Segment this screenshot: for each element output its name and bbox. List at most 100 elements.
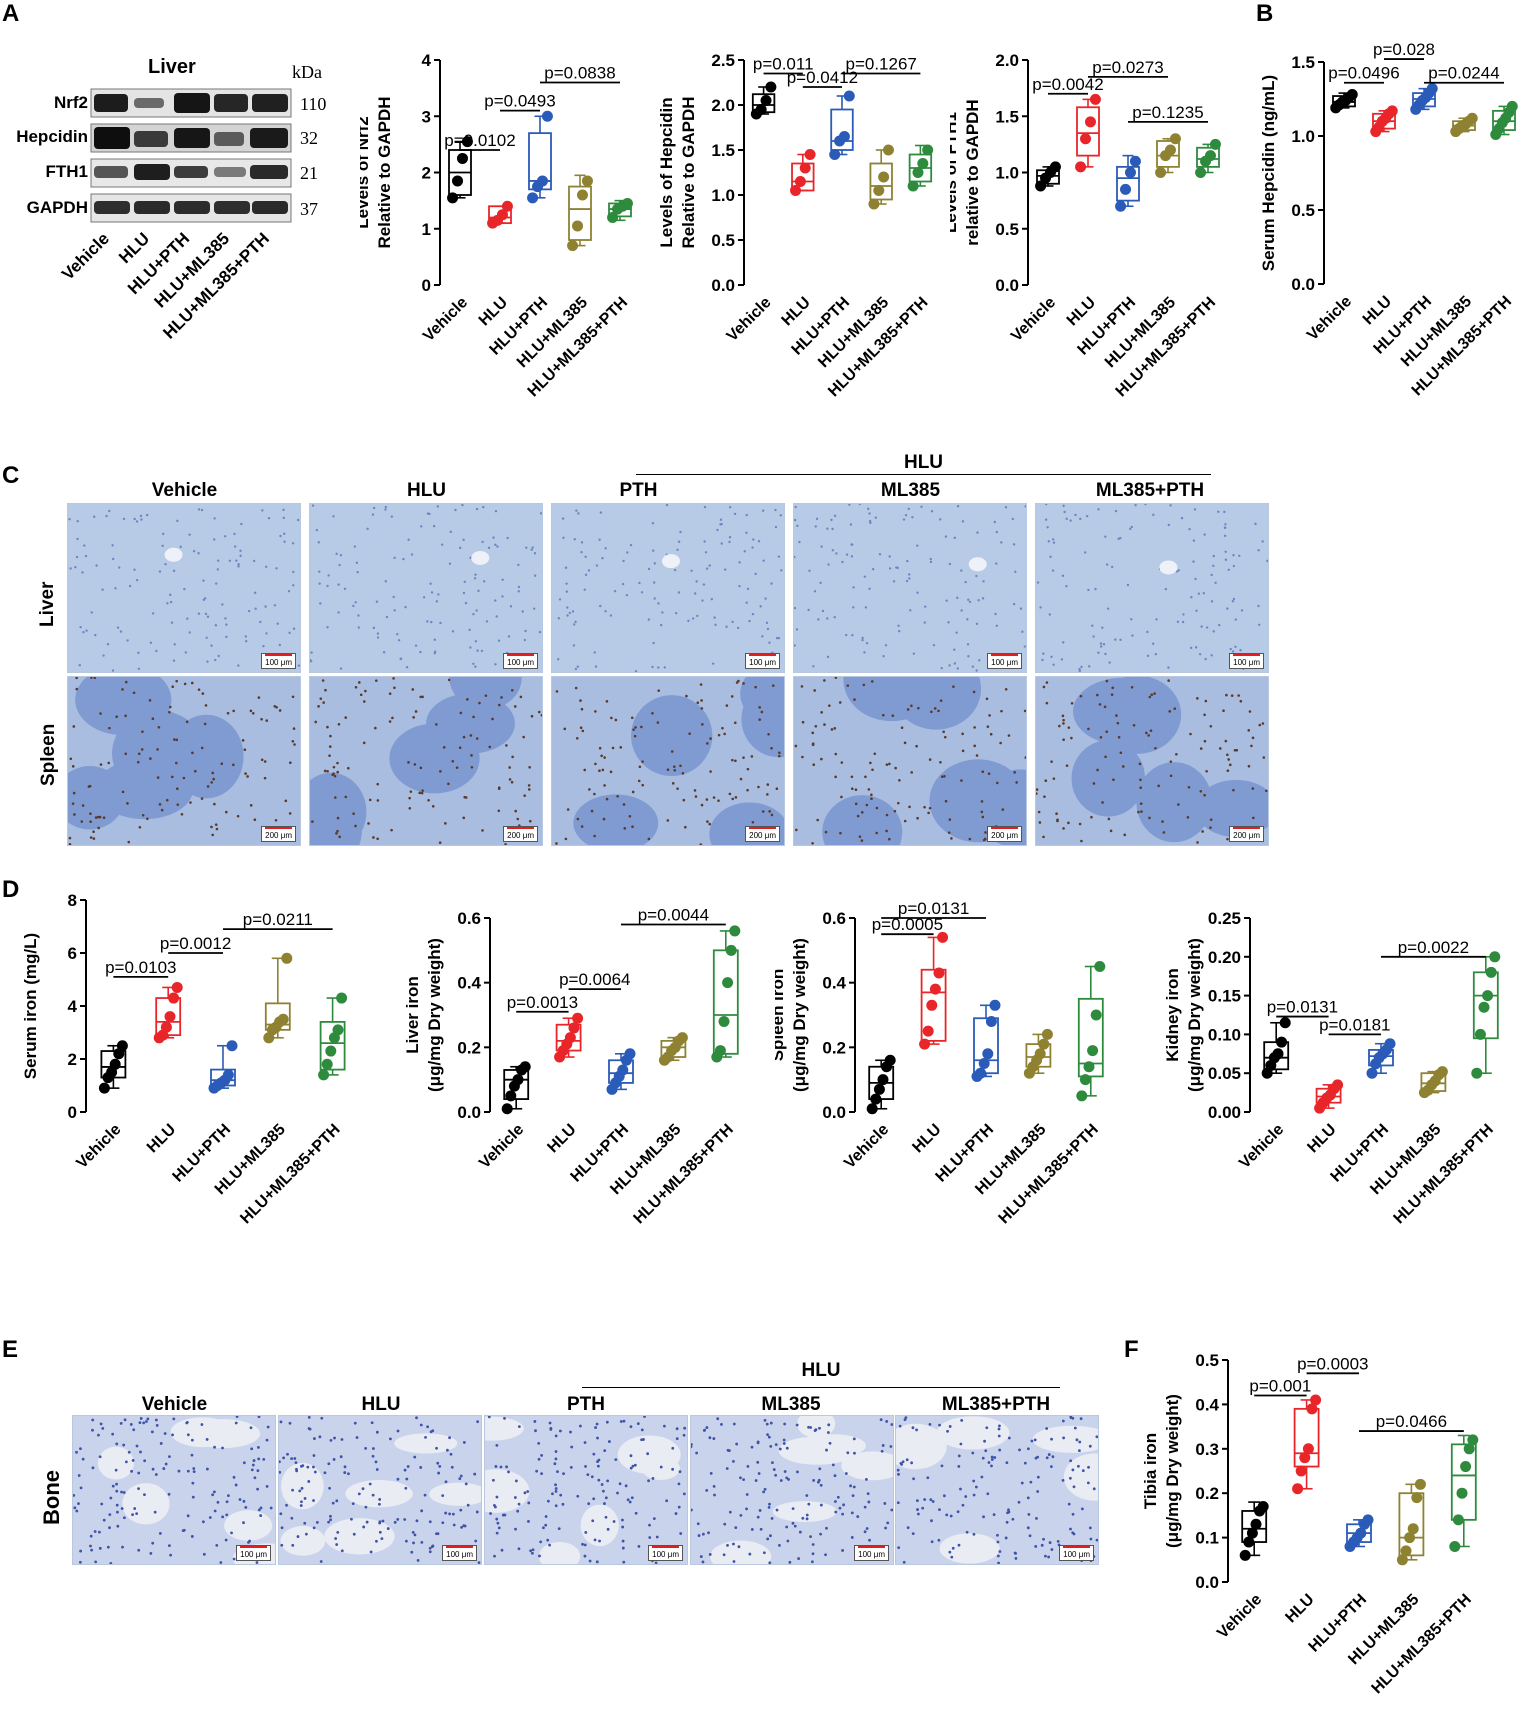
marrow-cell [648,1536,652,1539]
marrow-cell [293,1457,297,1460]
nucleus [429,582,432,585]
marrow-cell [959,1487,962,1491]
iron-deposit [603,784,606,787]
nucleus [884,644,888,647]
marrow-cell [1042,1537,1045,1541]
marrow-cell [633,1463,637,1467]
marrow-cell [1067,1502,1071,1506]
marrow-cell [94,1560,98,1564]
data-point [1079,1074,1091,1086]
data-point [1366,1067,1378,1079]
iron-deposit [1233,748,1237,752]
nucleus [584,555,587,558]
iron-deposit [1080,839,1083,843]
nucleus [122,517,126,521]
iron-deposit [513,705,517,708]
nucleus [206,660,209,663]
iron-deposit [900,726,904,730]
marrow-cell [466,1503,470,1507]
marrow-cell [570,1445,574,1449]
data-point [1169,133,1181,145]
iron-deposit [594,762,597,766]
nucleus [237,563,240,566]
iron-deposit [610,716,613,720]
iron-deposit [1024,756,1026,759]
data-point [912,167,924,178]
iron-deposit [742,682,745,685]
data-point [929,983,941,995]
marrow-cell [347,1472,350,1476]
marrow-cell [786,1539,790,1543]
nucleus [276,622,279,625]
iron-deposit [670,750,674,753]
column-header: ML385 [880,480,941,501]
marrow-cell [251,1463,255,1467]
iron-deposit [875,806,879,810]
marrow-cell [964,1495,968,1498]
x-tick-label: Vehicle [73,1121,124,1172]
blot-kda: 37 [300,199,318,219]
iron-deposit [444,822,447,825]
iron-deposit [1115,714,1118,717]
iron-deposit [140,748,144,751]
data-point [1478,1001,1490,1013]
marrow-cell [621,1525,625,1529]
x-tick-label: HLU+ML385+PTH [237,1121,343,1227]
marrow-cell [826,1431,830,1434]
marrow-cell [1080,1507,1084,1511]
nucleus [852,606,855,609]
nucleus [795,628,799,631]
nucleus [766,627,770,631]
nucleus [111,544,114,547]
marrow-cell [412,1541,415,1545]
iron-deposit [168,710,171,714]
y-tick-label: 0.2 [1195,1484,1219,1503]
marrow-cell [531,1548,535,1552]
trabecula [485,1469,530,1513]
marrow-cell [846,1451,850,1455]
nucleus [723,568,727,571]
iron-deposit [1104,755,1107,759]
marrow-cell [763,1418,767,1422]
panel-label-b: B [1256,0,1274,27]
scale-bar: 100 μm [745,653,780,669]
iron-deposit [322,701,325,704]
iron-deposit [293,743,296,746]
marrow-cell [257,1416,261,1419]
iron-deposit [1130,685,1134,689]
nucleus [960,609,963,612]
iron-deposit [700,699,703,702]
x-tick-label: Vehicle [420,294,471,345]
marrow-cell [897,1546,901,1550]
marrow-cell [559,1493,563,1497]
data-point [222,1069,234,1081]
data-point [722,977,734,989]
nucleus [565,590,569,593]
nucleus [993,520,997,524]
nucleus [204,612,208,616]
nucleus [1146,630,1149,634]
marrow-cell [758,1509,762,1512]
marrow-cell [974,1485,978,1489]
marrow-cell [797,1557,801,1560]
nucleus [906,559,909,563]
marrow-cell [438,1464,442,1468]
iron-deposit [679,764,682,768]
iron-deposit [263,776,267,780]
marrow-cell [767,1435,771,1439]
scale-bar-label: 200 μm [507,831,534,840]
iron-deposit [236,814,240,818]
iron-deposit [1189,732,1192,736]
trabecula [429,1482,481,1506]
iron-deposit [734,796,738,799]
marrow-cell [494,1465,498,1468]
marrow-cell [200,1423,204,1426]
iron-deposit [590,809,594,813]
marrow-cell [1049,1465,1053,1469]
hlu-group-line [582,1387,1060,1388]
marrow-cell [972,1532,976,1536]
y-tick-label: 0.0 [995,276,1019,295]
nucleus [892,580,896,583]
iron-deposit [376,782,380,786]
